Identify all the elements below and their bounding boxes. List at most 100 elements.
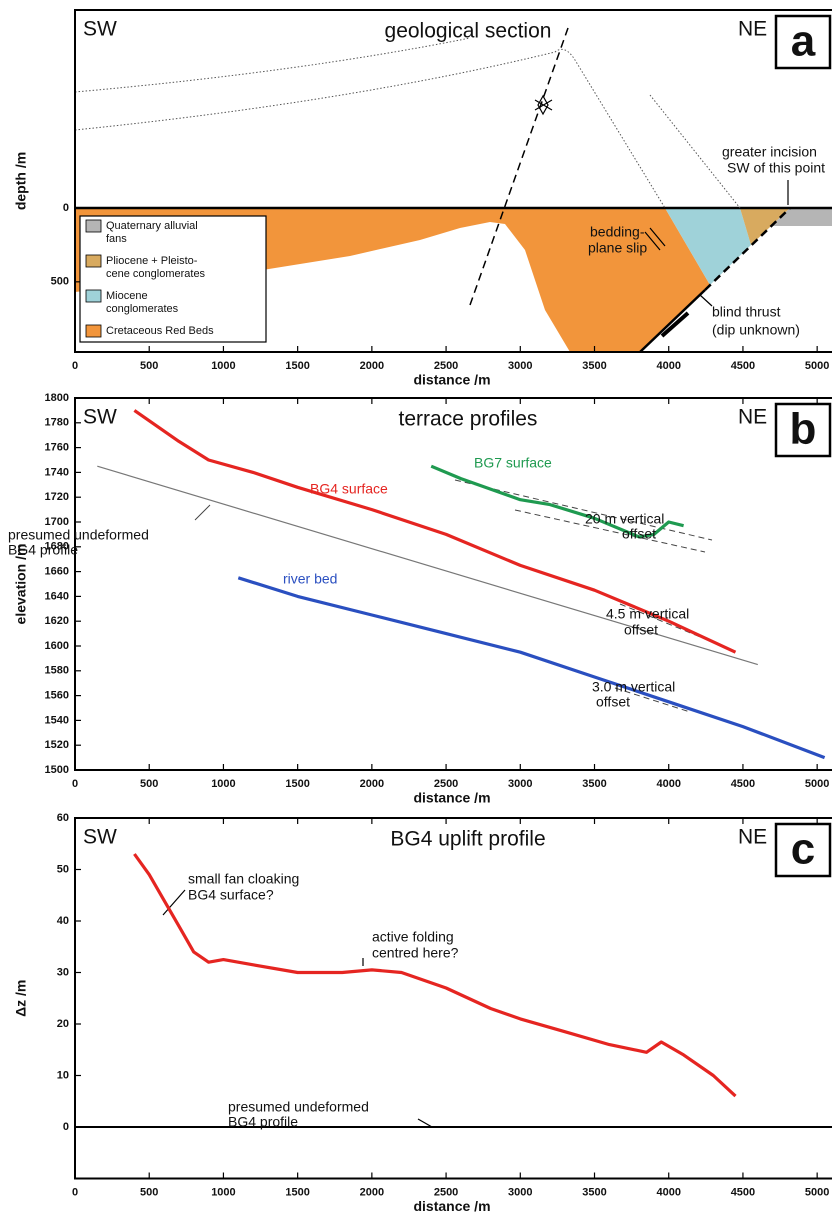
panel-letter: c: [791, 825, 815, 874]
x-tick-label: 2000: [360, 778, 384, 790]
x-tick-label: 4000: [656, 1186, 680, 1198]
series-line: [238, 578, 824, 758]
y-tick-label: 40: [57, 915, 69, 927]
x-tick-label: 4500: [731, 778, 755, 790]
x-tick-label: 1000: [211, 778, 235, 790]
y-tick-label: 1540: [45, 714, 69, 726]
dotted-bed: [75, 38, 470, 92]
y-tick-label: 1600: [45, 640, 69, 652]
x-tick-label: 0: [72, 360, 78, 372]
pointer: [195, 505, 210, 520]
x-tick-label: 1000: [211, 1186, 235, 1198]
legend-label: Cretaceous Red Beds: [106, 325, 214, 337]
y-tick-label: 1740: [45, 466, 69, 478]
panel-letter: b: [790, 405, 817, 454]
y-tick-label: 1500: [45, 764, 69, 776]
x-tick-label: 4500: [731, 360, 755, 372]
x-tick-label: 5000: [805, 1186, 829, 1198]
x-tick-label: 3500: [582, 778, 606, 790]
fold-symbol: [535, 96, 552, 114]
y-tick-label: 1720: [45, 491, 69, 503]
y-tick-label: 1560: [45, 690, 69, 702]
annotation: greater incision: [722, 144, 817, 160]
series-label: BG7 surface: [474, 455, 552, 471]
annotation: centred here?: [372, 945, 459, 961]
x-tick-label: 500: [140, 1186, 158, 1198]
series-line: [97, 466, 758, 664]
annotation: plane slip: [588, 240, 647, 256]
series-label: river bed: [283, 571, 337, 587]
y-tick-label: 0: [63, 202, 69, 214]
annotation: SW of this point: [727, 160, 825, 176]
x-tick-label: 3000: [508, 1186, 532, 1198]
x-tick-label: 3000: [508, 360, 532, 372]
x-tick-label: 500: [140, 778, 158, 790]
y-axis-label: Δz /m: [13, 980, 29, 1017]
annotation: 20 m vertical: [585, 511, 664, 527]
y-tick-label: 500: [51, 276, 69, 288]
chart-title: geological section: [385, 20, 552, 43]
y-tick-label: 1620: [45, 615, 69, 627]
annotation: (dip unknown): [712, 322, 800, 338]
y-tick-label: 0: [63, 1121, 69, 1133]
y-tick-label: 1520: [45, 739, 69, 751]
legend-swatch: [86, 255, 101, 267]
x-tick-label: 2500: [434, 360, 458, 372]
annotation: active folding: [372, 929, 454, 945]
x-tick-label: 0: [72, 1186, 78, 1198]
x-axis-label: distance /m: [413, 790, 490, 806]
y-axis-label: depth /m: [13, 152, 29, 210]
annotation: offset: [596, 694, 630, 710]
y-tick-label: 1780: [45, 417, 69, 429]
y-tick-label: 1760: [45, 442, 69, 454]
annotation: BG4 profile: [8, 542, 78, 558]
chart-title: terrace profiles: [399, 408, 538, 431]
legend-label: Pliocene + Pleisto-: [106, 255, 198, 267]
legend-label: fans: [106, 233, 127, 245]
panel-letter: a: [791, 17, 816, 66]
x-tick-label: 3500: [582, 1186, 606, 1198]
x-tick-label: 3000: [508, 778, 532, 790]
legend-swatch: [86, 325, 101, 337]
dotted-bed: [75, 49, 665, 208]
annotation: bedding-: [590, 224, 645, 240]
y-tick-label: 1660: [45, 566, 69, 578]
side-label: NE: [738, 18, 767, 41]
side-label: SW: [83, 826, 117, 849]
y-tick-label: 50: [57, 863, 69, 875]
x-tick-label: 500: [140, 360, 158, 372]
annotation: 4.5 m vertical: [606, 606, 689, 622]
x-tick-label: 2500: [434, 778, 458, 790]
x-tick-label: 1500: [285, 360, 309, 372]
legend-label: Quaternary alluvial: [106, 220, 198, 232]
x-tick-label: 1500: [285, 1186, 309, 1198]
series-label: BG4 surface: [310, 481, 388, 497]
legend-label: cene conglomerates: [106, 268, 206, 280]
annotation: 3.0 m vertical: [592, 679, 675, 695]
y-tick-label: 20: [57, 1018, 69, 1030]
side-label: NE: [738, 406, 767, 429]
pointers-c: [163, 890, 432, 1127]
x-tick-label: 3500: [582, 360, 606, 372]
x-tick-label: 4000: [656, 778, 680, 790]
x-tick-label: 5000: [805, 778, 829, 790]
annotation: offset: [622, 526, 656, 542]
annotation: small fan cloaking: [188, 871, 299, 887]
side-label: NE: [738, 826, 767, 849]
page: 0500100015002000250030003500400045005000…: [0, 0, 832, 1228]
pointer: [418, 1119, 432, 1127]
chart-title: BG4 uplift profile: [390, 828, 545, 851]
x-tick-label: 2500: [434, 1186, 458, 1198]
x-axis-label: distance /m: [413, 372, 490, 388]
pointer: [700, 295, 712, 306]
annotation: offset: [624, 622, 658, 638]
y-tick-label: 60: [57, 812, 69, 824]
y-tick-label: 30: [57, 966, 69, 978]
legend-label: Miocene: [106, 290, 148, 302]
x-tick-label: 4500: [731, 1186, 755, 1198]
side-label: SW: [83, 18, 117, 41]
x-tick-label: 1500: [285, 778, 309, 790]
figure: 0500100015002000250030003500400045005000…: [0, 0, 832, 1228]
